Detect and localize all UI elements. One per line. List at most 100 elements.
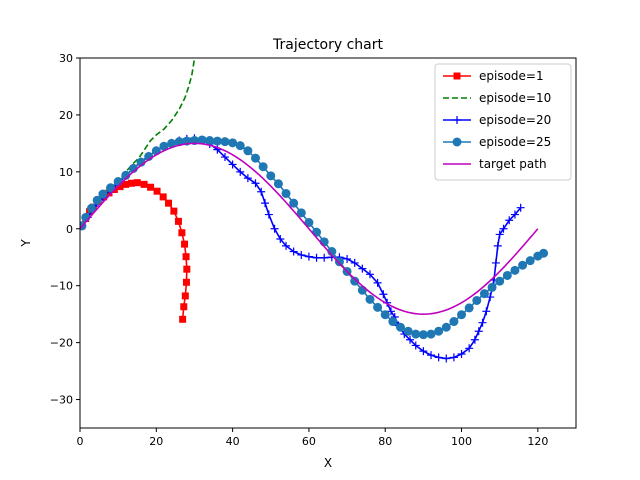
data-point <box>167 138 177 148</box>
data-point <box>470 335 479 344</box>
data-point <box>159 193 167 201</box>
data-point <box>281 188 291 198</box>
data-point <box>220 137 230 147</box>
data-point <box>525 256 535 266</box>
data-point <box>472 295 482 305</box>
y-tick-label: −30 <box>50 394 73 407</box>
data-point <box>486 293 495 302</box>
x-tick-label: 20 <box>149 435 163 448</box>
legend-item: episode=20 <box>443 113 551 127</box>
series-episode-25 <box>80 135 549 340</box>
data-point <box>343 254 352 263</box>
data-point <box>478 318 487 327</box>
data-point <box>449 317 459 327</box>
chart-title: Trajectory chart <box>272 37 383 53</box>
y-tick-label: −20 <box>50 337 73 350</box>
data-point <box>236 167 245 176</box>
data-point <box>105 189 113 197</box>
data-point <box>92 195 102 205</box>
data-point <box>510 210 519 219</box>
data-point <box>442 354 451 363</box>
data-point <box>273 179 283 189</box>
data-point <box>419 347 428 356</box>
data-point <box>365 294 375 304</box>
data-point <box>304 218 314 228</box>
data-point <box>153 187 161 195</box>
data-point <box>427 351 436 360</box>
data-point <box>243 146 253 156</box>
data-point <box>334 257 344 267</box>
x-axis-label: X <box>324 456 332 470</box>
data-point <box>304 252 313 261</box>
data-point <box>380 310 390 320</box>
legend-item: target path <box>443 157 547 171</box>
x-tick-label: 60 <box>302 435 316 448</box>
data-point <box>98 189 108 199</box>
data-point <box>180 303 188 311</box>
data-point <box>140 180 148 188</box>
data-point <box>426 329 436 339</box>
data-point <box>479 289 489 299</box>
data-point <box>251 179 260 188</box>
data-point <box>395 322 405 332</box>
data-point <box>312 227 322 237</box>
data-point <box>510 265 520 275</box>
data-point <box>411 341 420 350</box>
data-point <box>518 260 528 270</box>
data-point <box>228 160 237 169</box>
data-point <box>296 208 306 218</box>
data-point <box>320 253 329 262</box>
data-point <box>539 248 549 258</box>
y-tick-label: 30 <box>59 52 73 65</box>
legend-item: episode=25 <box>443 135 551 149</box>
data-point <box>312 253 321 262</box>
data-point <box>289 198 299 208</box>
data-point <box>379 290 388 299</box>
data-point <box>147 183 155 191</box>
data-point <box>441 322 451 332</box>
data-point <box>499 224 508 233</box>
x-tick-label: 40 <box>226 435 240 448</box>
data-point <box>212 136 222 146</box>
data-point <box>289 247 298 256</box>
data-point <box>491 258 500 267</box>
data-point <box>183 265 191 273</box>
legend-label: episode=10 <box>479 91 551 105</box>
data-point <box>350 258 359 267</box>
x-tick-label: 120 <box>527 435 548 448</box>
data-point <box>228 138 238 148</box>
data-point <box>493 241 502 250</box>
data-point <box>516 203 525 212</box>
data-point <box>261 199 270 208</box>
data-point <box>258 162 268 172</box>
data-point <box>373 278 382 287</box>
legend-label: episode=25 <box>479 135 551 149</box>
data-point <box>106 183 116 193</box>
data-point <box>174 137 184 147</box>
data-point <box>474 327 483 336</box>
data-point <box>182 253 190 261</box>
data-point <box>86 203 96 213</box>
series-line <box>80 142 539 315</box>
data-point <box>264 210 273 219</box>
data-point <box>205 136 215 146</box>
y-axis: −30 −20 −10 0 10 20 30 <box>50 52 80 407</box>
legend: episode=1 episode=10 episode=20 episode=25 t… <box>434 63 572 181</box>
data-point <box>181 240 189 248</box>
legend-label: episode=20 <box>479 113 551 127</box>
y-tick-label: 10 <box>59 166 73 179</box>
data-point <box>159 141 169 151</box>
data-point <box>452 137 462 147</box>
data-point <box>122 180 130 188</box>
data-point <box>174 217 182 225</box>
data-point <box>116 183 124 191</box>
data-point <box>251 153 261 163</box>
data-point <box>165 199 173 207</box>
axes-frame <box>79 57 577 429</box>
legend-item: episode=1 <box>443 69 544 83</box>
data-point <box>495 230 504 239</box>
data-point <box>170 207 178 215</box>
data-point <box>357 285 367 295</box>
data-point <box>465 344 474 353</box>
